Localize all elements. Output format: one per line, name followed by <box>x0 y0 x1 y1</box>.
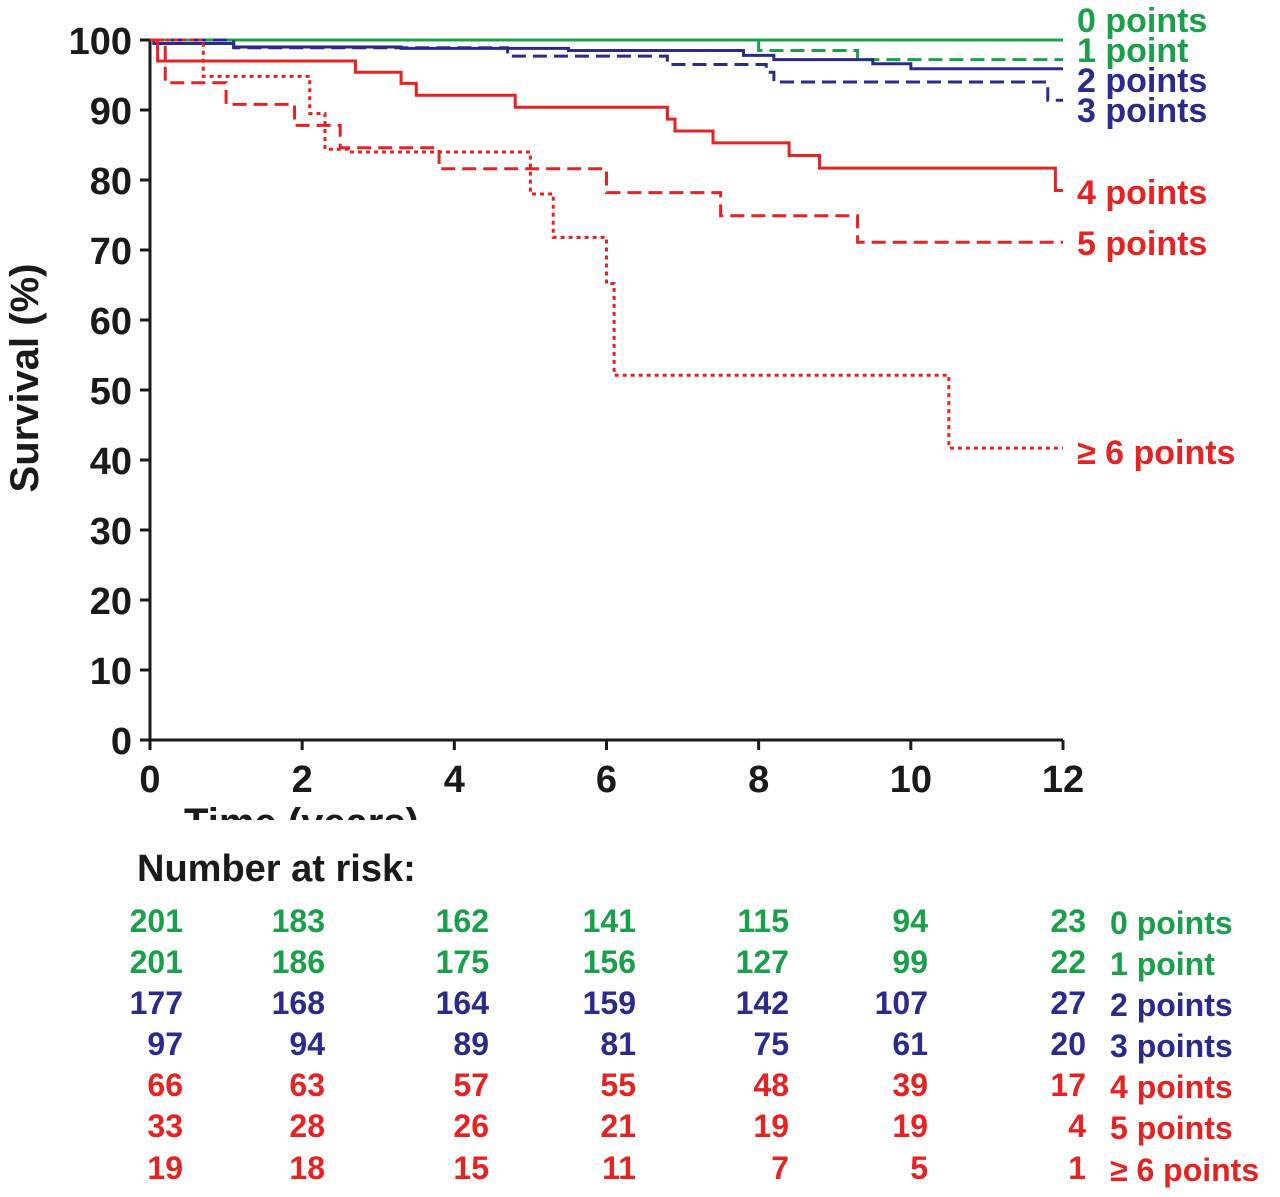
risk-count: 55 <box>600 1067 636 1103</box>
risk-count: 11 <box>602 1150 636 1186</box>
risk-count: 99 <box>892 944 928 980</box>
survival-chart: 0 10 20 30 40 50 60 70 80 90 100 0 2 4 6 8 10 12 0 points… <box>3 2 1235 820</box>
risk-count: 75 <box>753 1026 789 1062</box>
risk-row-label: 0 points <box>1110 905 1233 941</box>
x-tick-label: 6 <box>596 759 617 801</box>
risk-row-label: 3 points <box>1110 1028 1233 1064</box>
risk-row-label: 2 points <box>1110 987 1233 1023</box>
y-tick-label: 10 <box>90 651 132 693</box>
x-tick-label: 10 <box>890 759 932 801</box>
risk-count: 57 <box>453 1067 489 1103</box>
risk-count: 18 <box>289 1150 325 1186</box>
risk-row-label: 5 points <box>1110 1110 1233 1146</box>
risk-count: 22 <box>1050 944 1086 980</box>
risk-count: 1 <box>1068 1150 1086 1186</box>
risk-count: 28 <box>289 1108 325 1144</box>
risk-count: 177 <box>129 985 183 1021</box>
y-tick-label: 40 <box>90 441 132 483</box>
risk-count: 48 <box>753 1067 789 1103</box>
risk-count: 21 <box>600 1108 636 1144</box>
risk-count: 4 <box>1068 1108 1086 1144</box>
survival-curve-4-points <box>150 38 1063 192</box>
risk-table-title: Number at risk: <box>137 848 416 890</box>
risk-count: 89 <box>453 1026 489 1062</box>
y-tick-label: 80 <box>90 161 132 203</box>
risk-count: 156 <box>582 944 636 980</box>
y-tick-label: 100 <box>69 21 132 63</box>
risk-count: 201 <box>129 944 183 980</box>
risk-count: 141 <box>582 903 636 939</box>
y-tick-label: 60 <box>90 301 132 343</box>
risk-count: 33 <box>147 1108 183 1144</box>
risk-count: 17 <box>1050 1067 1086 1103</box>
risk-count: 94 <box>289 1026 325 1062</box>
risk-count: 66 <box>147 1067 183 1103</box>
risk-count: 186 <box>271 944 325 980</box>
survival-curve-2-points <box>150 38 1063 71</box>
risk-count: 81 <box>600 1026 636 1062</box>
survival-curve-5-points <box>150 38 1063 244</box>
x-axis-label: Time (years) <box>184 801 419 820</box>
x-tick-label: 0 <box>139 759 160 801</box>
y-tick-label: 70 <box>90 231 132 273</box>
risk-count: 127 <box>735 944 789 980</box>
risk-count: 19 <box>753 1108 789 1144</box>
risk-row-label: ≥ 6 points <box>1110 1152 1260 1188</box>
risk-count: 27 <box>1050 985 1086 1021</box>
curve-end-label: 0 points <box>1077 2 1207 40</box>
y-tick-label: 0 <box>111 721 132 763</box>
risk-count: 20 <box>1050 1026 1086 1062</box>
x-tick-label: 8 <box>748 759 769 801</box>
risk-count: 183 <box>271 903 325 939</box>
curve-end-label: 4 points <box>1077 174 1207 212</box>
curve-end-label: 5 points <box>1077 225 1207 263</box>
curve-end-label: ≥ 6 points <box>1077 434 1235 472</box>
risk-count: 26 <box>453 1108 489 1144</box>
risk-row-label: 4 points <box>1110 1069 1233 1105</box>
risk-count: 201 <box>129 903 183 939</box>
y-tick-label: 20 <box>90 581 132 623</box>
risk-count: 107 <box>874 985 928 1021</box>
risk-count: 97 <box>147 1026 183 1062</box>
x-tick-label: 2 <box>292 759 313 801</box>
risk-count: 168 <box>271 985 325 1021</box>
survival-curve-6-points <box>150 38 1063 450</box>
risk-count: 23 <box>1050 903 1086 939</box>
risk-count: 19 <box>147 1150 183 1186</box>
risk-count: 164 <box>435 985 489 1021</box>
survival-curves <box>150 38 1063 450</box>
y-tick-label: 30 <box>90 511 132 553</box>
risk-count: 142 <box>735 985 789 1021</box>
risk-count: 61 <box>892 1026 928 1062</box>
axes: 0 10 20 30 40 50 60 70 80 90 100 0 2 4 6 8 10 12 <box>69 21 1085 801</box>
risk-count: 63 <box>289 1067 325 1103</box>
risk-count: 175 <box>435 944 489 980</box>
survival-curve-3-points <box>150 38 1063 102</box>
risk-count: 39 <box>892 1067 928 1103</box>
x-tick-label: 12 <box>1042 759 1084 801</box>
risk-count: 115 <box>737 903 789 939</box>
y-tick-label: 90 <box>90 91 132 133</box>
curve-end-label: 3 points <box>1077 92 1207 130</box>
risk-count: 19 <box>892 1108 928 1144</box>
curve-end-label: 2 points <box>1077 62 1207 100</box>
risk-count: 159 <box>582 985 636 1021</box>
survival-curve-1-point <box>150 38 1063 62</box>
curve-end-label: 1 point <box>1077 32 1188 70</box>
x-tick-label: 4 <box>444 759 465 801</box>
y-tick-label: 50 <box>90 371 132 413</box>
risk-row-label: 1 point <box>1110 946 1215 982</box>
risk-count: 5 <box>910 1150 928 1186</box>
risk-count: 7 <box>771 1150 789 1186</box>
risk-count: 94 <box>892 903 928 939</box>
risk-count: 162 <box>435 903 489 939</box>
risk-count: 15 <box>453 1150 489 1186</box>
y-axis-label: Survival (%) <box>3 264 47 493</box>
